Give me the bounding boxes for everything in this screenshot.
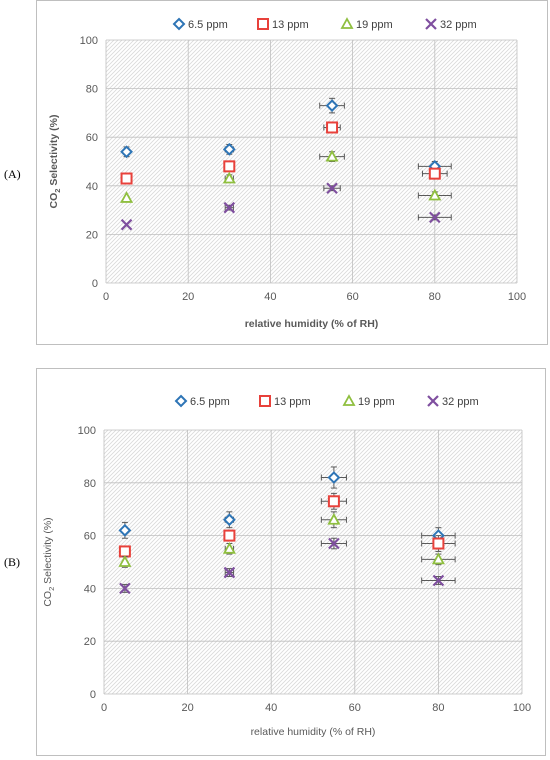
data-point [431, 552, 445, 565]
chart-a-legend-label: 6.5 ppm [188, 19, 228, 31]
chart-a-legend-marker [172, 17, 186, 31]
chart-b-series-32-ppm [119, 537, 456, 595]
chart-b-x-tick-label: 40 [265, 702, 277, 714]
data-point [325, 99, 339, 113]
chart-a-legend-marker [257, 18, 269, 30]
chart-b-series-6-5-ppm [118, 466, 456, 545]
data-point [428, 167, 441, 180]
chart-a-x-tick-label: 100 [508, 291, 526, 303]
chart-a-container: 0 20 40 60 80 100 0 20 40 60 80 100 relative humidit… [36, 0, 548, 345]
chart-b: 0 20 40 60 80 100 0 20 40 60 80 100 relative humidit… [42, 394, 531, 738]
data-point [118, 523, 132, 537]
chart-b-series-19-ppm [118, 511, 456, 568]
data-point [119, 582, 131, 595]
chart-a-x-tick-label: 40 [264, 291, 276, 303]
chart-a-series-13-ppm [120, 121, 448, 185]
chart-b-y-tick-label: 80 [84, 478, 96, 490]
chart-b-y-axis-label: CO2 Selectivity (%) [42, 517, 56, 606]
data-point [118, 555, 132, 567]
chart-a-x-axis-label: relative humidity (% of RH) [245, 318, 379, 330]
chart-b-legend-label: 32 ppm [442, 396, 479, 408]
chart-a-y-axis-label: CO2 Selectivity (%) [48, 114, 62, 208]
data-point [120, 218, 133, 231]
chart-a-y-tick-label: 60 [86, 132, 98, 144]
data-point [120, 172, 133, 185]
data-point [327, 495, 340, 508]
chart-b-y-tick-label: 40 [84, 583, 96, 595]
chart-a-y-tick-label: 20 [86, 229, 98, 241]
chart-b-x-tick-label: 20 [181, 702, 193, 714]
chart-b-legend-label: 19 ppm [358, 396, 395, 408]
chart-a-y-tick-label: 100 [80, 35, 98, 47]
chart-b-legend-marker [427, 395, 439, 407]
data-point [223, 201, 236, 214]
data-point [326, 121, 339, 134]
chart-a-legend-marker [425, 18, 437, 30]
data-point [429, 211, 441, 224]
chart-b-y-tick-label: 20 [84, 636, 96, 648]
chart-a-legend-label: 19 ppm [356, 19, 393, 31]
chart-b-legend-marker [259, 395, 271, 407]
chart-b-x-tick-label: 0 [101, 702, 107, 714]
chart-b-x-axis-label: relative humidity (% of RH) [251, 726, 376, 738]
chart-a-plot-area [106, 40, 517, 283]
data-point [432, 537, 445, 550]
data-point [223, 160, 236, 173]
data-point [222, 513, 236, 527]
data-point [222, 142, 236, 156]
chart-b-legend-marker [174, 394, 188, 408]
data-point [428, 188, 442, 201]
data-point [432, 574, 445, 587]
panel-label-a: (A) [4, 167, 21, 181]
chart-a-y-tick-label: 0 [92, 278, 98, 290]
chart-b-y-tick-label: 60 [84, 531, 96, 543]
data-point [120, 191, 134, 203]
chart-a-series-19-ppm [120, 149, 452, 203]
data-point [222, 541, 236, 554]
chart-a-x-tick-label: 0 [103, 291, 109, 303]
chart-b-series-13-ppm [118, 492, 456, 558]
chart-b-legend-label: 6.5 ppm [190, 396, 230, 408]
chart-a-y-tick-label: 80 [86, 84, 98, 96]
data-point [223, 529, 236, 542]
chart-a-legend-marker [340, 17, 354, 29]
chart-b-container: 0 20 40 60 80 100 0 20 40 60 80 100 relative humidit… [36, 368, 546, 756]
chart-a-y-tick-label: 40 [86, 181, 98, 193]
data-point [327, 471, 341, 484]
chart-b-y-tick-label: 100 [78, 425, 96, 437]
data-point [118, 545, 131, 558]
chart-a-x-tick-label: 60 [346, 291, 358, 303]
chart-b-x-tick-label: 100 [513, 702, 531, 714]
chart-b-x-tick-label: 80 [432, 702, 444, 714]
data-point [223, 566, 236, 579]
data-point [326, 182, 338, 195]
data-point [328, 537, 340, 550]
chart-b-y-tick-label: 0 [90, 689, 96, 701]
chart-b-legend-label: 13 ppm [274, 396, 311, 408]
data-point [325, 149, 339, 162]
chart-b-plot-area [104, 430, 522, 694]
chart-a-x-tick-label: 80 [429, 291, 441, 303]
chart-a-legend-label: 13 ppm [272, 19, 309, 31]
chart-a: 0 20 40 60 80 100 0 20 40 60 80 100 relative humidit… [48, 17, 526, 330]
chart-a-series-32-ppm [120, 182, 452, 231]
panel-label-b: (B) [4, 555, 20, 569]
chart-a-x-tick-label: 20 [182, 291, 194, 303]
data-point [327, 512, 341, 525]
chart-a-legend-label: 32 ppm [440, 19, 477, 31]
data-point [222, 171, 236, 184]
chart-b-legend-marker [342, 394, 356, 406]
chart-b-x-tick-label: 60 [349, 702, 361, 714]
data-point [120, 145, 133, 159]
